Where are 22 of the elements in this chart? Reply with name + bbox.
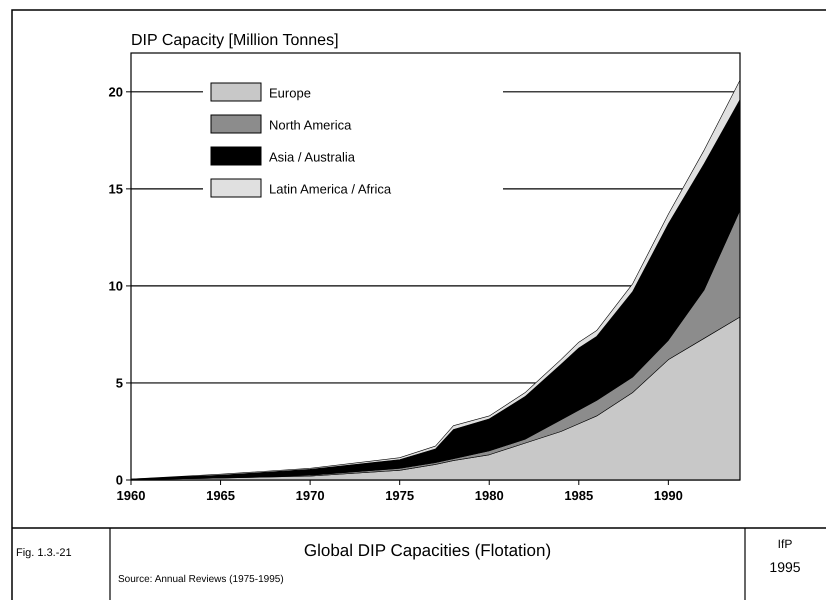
y-axis-title: DIP Capacity [Million Tonnes] (131, 32, 339, 49)
text: 1995 (769, 559, 801, 575)
legend-label: Asia / Australia (269, 150, 356, 165)
x-tick-label: 1970 (296, 488, 325, 503)
x-tick-label: 1980 (474, 488, 504, 503)
y-tick-label: 15 (108, 181, 123, 196)
x-tick-label: 1965 (206, 488, 236, 503)
legend-label: North America (269, 118, 352, 133)
text: IfP (778, 537, 792, 551)
y-tick-label: 0 (116, 472, 123, 488)
caption: Fig. 1.3.-21 (16, 547, 72, 559)
x-tick-label: 1985 (564, 488, 594, 503)
legend-label: Latin America / Africa (269, 182, 392, 197)
x-tick-label: 1990 (654, 488, 683, 503)
y-tick-label: 10 (108, 278, 123, 294)
x-tick-label: 1975 (385, 488, 414, 503)
y-tick-label: 20 (108, 84, 123, 100)
x-tick-label: 1960 (116, 488, 146, 503)
legend-label: Europe (269, 86, 311, 101)
y-tick-label: 5 (116, 376, 123, 391)
source-note: Source: Annual Reviews (1975-1995) (118, 574, 284, 585)
text: Global DIP Capacities (Flotation) (304, 541, 552, 560)
